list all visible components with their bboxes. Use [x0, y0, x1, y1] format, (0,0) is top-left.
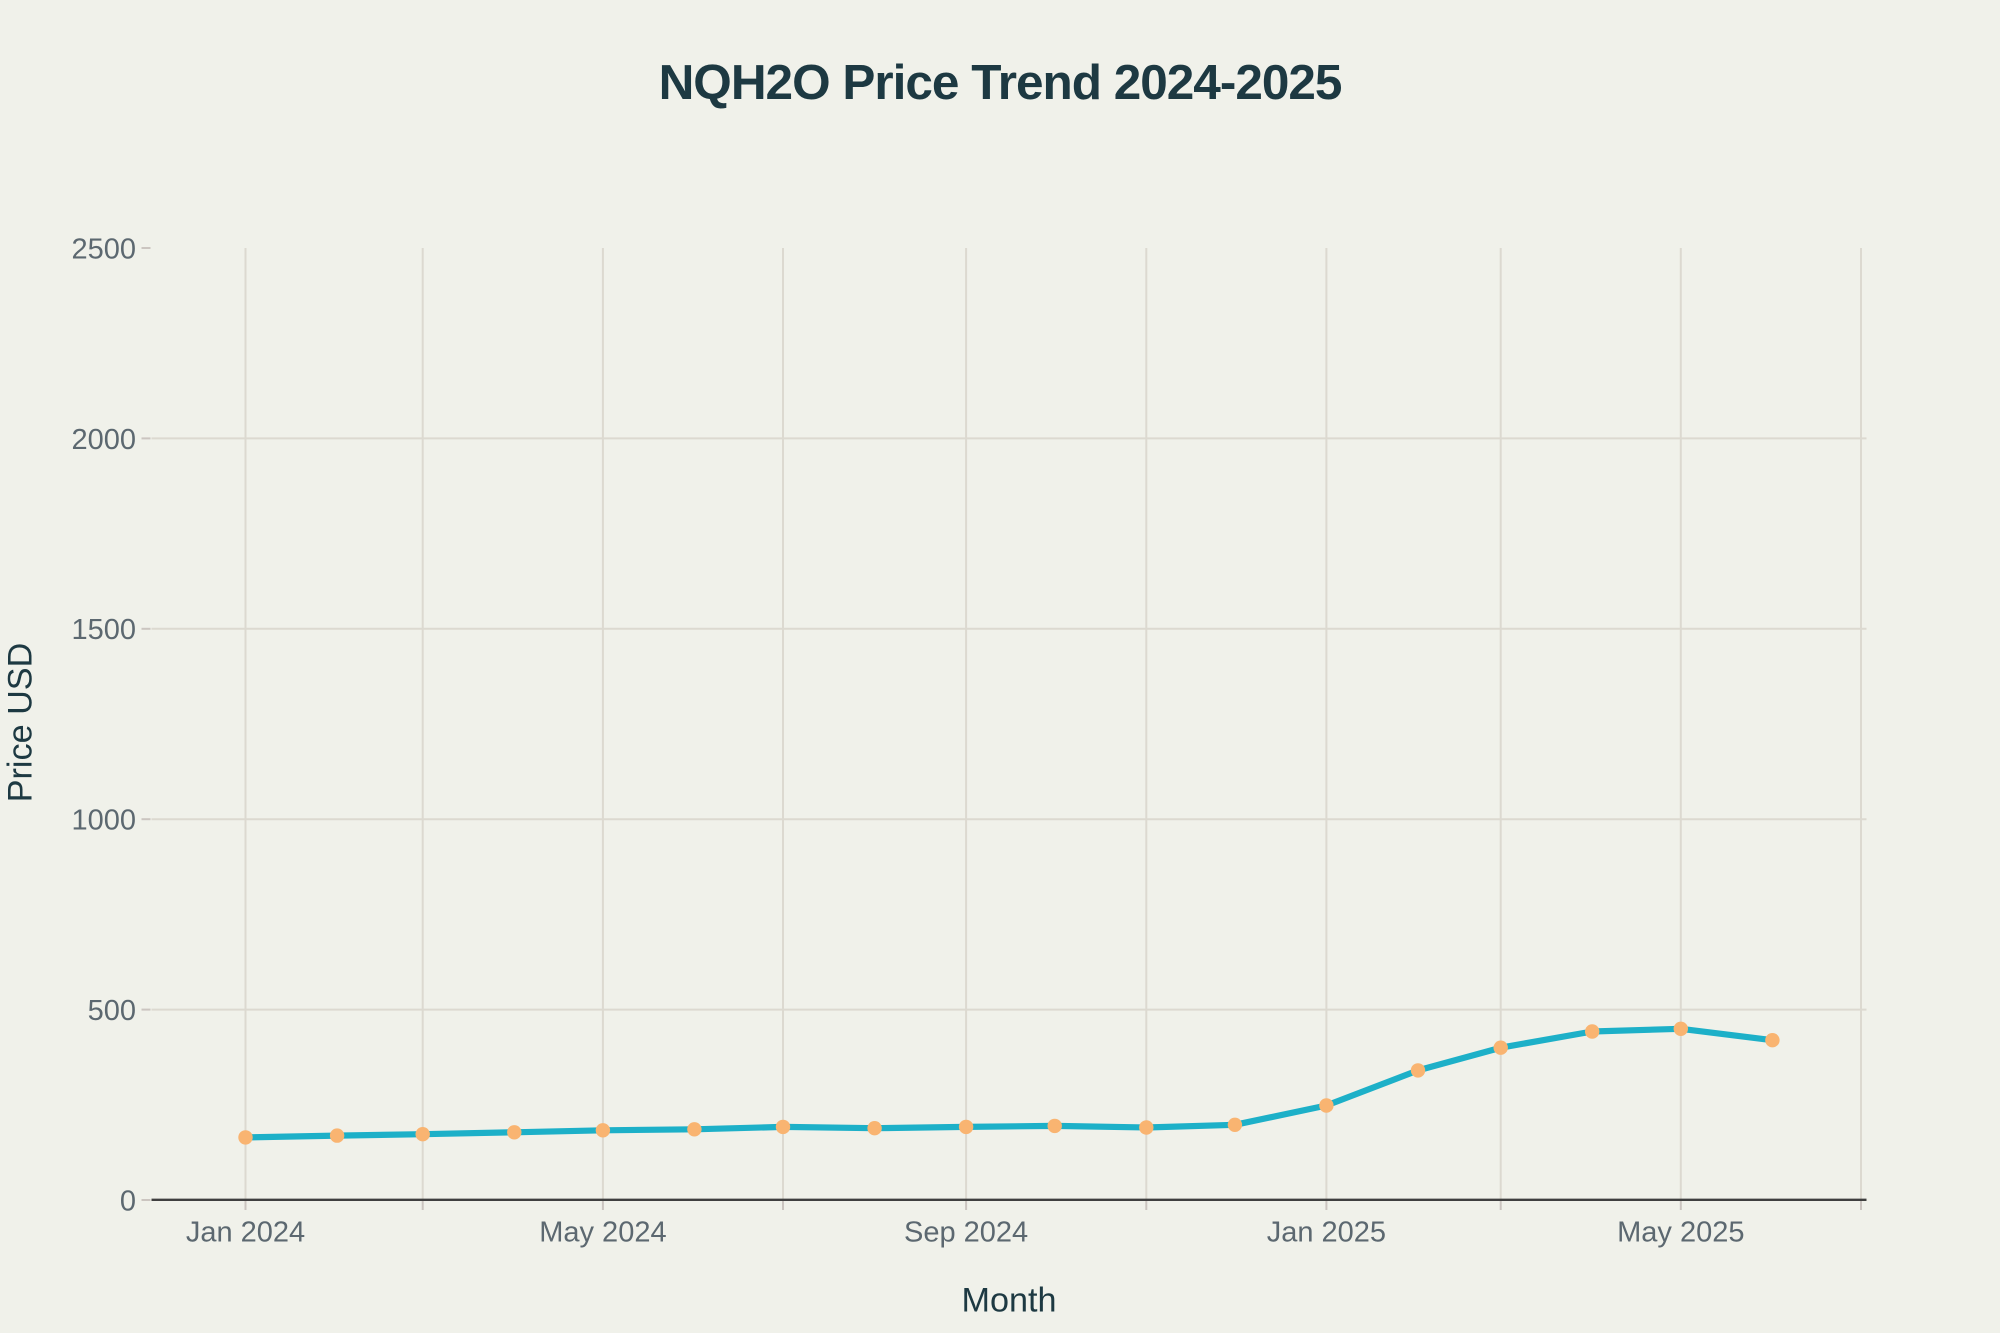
- svg-text:Month: Month: [961, 1282, 1056, 1320]
- svg-text:0: 0: [120, 1185, 136, 1217]
- svg-text:1000: 1000: [71, 805, 136, 837]
- svg-text:Price USD: Price USD: [2, 643, 40, 803]
- svg-text:May 2025: May 2025: [1617, 1217, 1744, 1249]
- svg-text:Sep 2024: Sep 2024: [904, 1217, 1028, 1249]
- svg-text:May 2024: May 2024: [539, 1217, 666, 1249]
- svg-text:2000: 2000: [71, 424, 136, 456]
- svg-text:500: 500: [88, 995, 136, 1027]
- svg-text:Jan 2024: Jan 2024: [186, 1217, 305, 1249]
- svg-text:NQH2O Price Trend 2024-2025: NQH2O Price Trend 2024-2025: [659, 55, 1342, 110]
- svg-text:1500: 1500: [71, 614, 136, 646]
- svg-text:2500: 2500: [71, 233, 136, 265]
- svg-text:Jan 2025: Jan 2025: [1267, 1217, 1386, 1249]
